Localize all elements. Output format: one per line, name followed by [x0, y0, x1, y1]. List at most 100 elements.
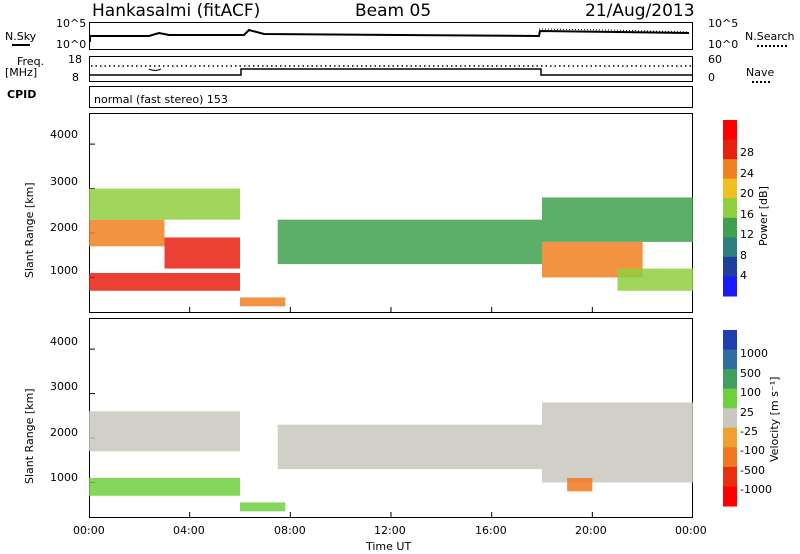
power-ytick-2000: 2000 — [50, 221, 78, 234]
nsearch-dots — [757, 45, 787, 47]
power-band — [240, 297, 286, 307]
freq-left-tick-top: 18 — [68, 53, 82, 66]
velocity-cb-swatch — [723, 466, 737, 487]
date-title: 21/Aug/2013 — [585, 1, 695, 21]
velocity-band — [89, 411, 240, 452]
vel-ytick-2000: 2000 — [50, 426, 78, 439]
power-cb-swatch — [723, 217, 737, 238]
velocity-cb-swatch — [723, 369, 737, 390]
nsky-label: N.Sky — [5, 30, 37, 43]
freq-line — [90, 68, 692, 76]
velocity-colorbar-label: Velocity [m s⁻¹] — [768, 376, 781, 462]
vel-ytick-3000: 3000 — [50, 380, 78, 393]
xtick-1200: 12:00 — [374, 524, 406, 537]
power-cb-tick-20: 20 — [740, 187, 754, 200]
power-ytick-3000: 3000 — [50, 175, 78, 188]
velocity-cb-swatch — [723, 427, 737, 448]
xtick-0000: 00:00 — [73, 524, 105, 537]
xtick-0400: 04:00 — [173, 524, 205, 537]
freq-unit-label: [MHz] — [5, 66, 38, 79]
velocity-band — [277, 424, 542, 470]
velocity-cb-swatch — [723, 349, 737, 370]
power-ylabel: Slant Range [km] — [23, 182, 36, 278]
freq-strip — [89, 56, 693, 82]
power-cb-swatch — [723, 139, 737, 160]
noise-left-tick-bottom: 10^0 — [56, 38, 87, 51]
velocity-ylabel: Slant Range [km] — [23, 388, 36, 484]
vel-cb-tick-25: 25 — [740, 406, 754, 419]
nsearch-line — [538, 28, 690, 33]
power-cb-swatch — [723, 237, 737, 258]
xtick-2000: 20:00 — [575, 524, 607, 537]
noise-left-tick-top: 10^5 — [56, 17, 87, 30]
power-cb-swatch — [723, 120, 737, 141]
xtick-0800: 08:00 — [274, 524, 306, 537]
freq-label: Freq. — [17, 55, 45, 68]
power-cb-tick-8: 8 — [740, 249, 747, 262]
power-cb-tick-24: 24 — [740, 167, 754, 180]
velocity-band — [240, 502, 286, 512]
vel-cb-tick-m500: -500 — [740, 464, 765, 477]
vel-cb-tick-m1000: -1000 — [740, 483, 772, 496]
vel-cb-tick-100: 100 — [740, 386, 761, 399]
vel-cb-tick-m100: -100 — [740, 444, 765, 457]
noise-right-tick-top: 10^5 — [708, 17, 739, 30]
power-cb-swatch — [723, 276, 737, 297]
cpid-text: normal (fast stereo) 153 — [94, 93, 228, 106]
freq-dip — [148, 68, 162, 71]
vel-ytick-4000: 4000 — [50, 335, 78, 348]
freq-right-tick-top: 60 — [708, 53, 722, 66]
power-cb-tick-28: 28 — [740, 146, 754, 159]
power-cb-swatch — [723, 256, 737, 277]
freq-strip-plot — [90, 65, 692, 76]
power-heatmap — [89, 143, 693, 313]
power-colorbar-label: Power [dB] — [757, 186, 770, 246]
power-cb-tick-12: 12 — [740, 228, 754, 241]
velocity-band — [567, 478, 593, 492]
power-band — [617, 268, 693, 291]
power-cb-swatch — [723, 159, 737, 180]
noise-strip-plot — [89, 28, 690, 42]
freq-right-tick-bottom: 0 — [708, 71, 715, 84]
power-cb-tick-16: 16 — [740, 208, 754, 221]
nave-label: Nave — [746, 66, 775, 79]
velocity-cb-swatch — [723, 388, 737, 409]
power-cb-tick-4: 4 — [740, 269, 747, 282]
xtick-1600: 16:00 — [475, 524, 507, 537]
vel-ytick-1000: 1000 — [50, 471, 78, 484]
power-cb-swatch — [723, 178, 737, 199]
velocity-colorbar — [723, 330, 737, 507]
power-band — [89, 219, 165, 247]
velocity-cb-swatch — [723, 330, 737, 351]
nave-dots — [752, 81, 770, 83]
power-ytick-4000: 4000 — [50, 128, 78, 141]
x-axis-label: Time UT — [366, 540, 412, 553]
beam-title: Beam 05 — [355, 1, 432, 21]
cpid-label: CPID — [7, 88, 37, 101]
power-band — [89, 273, 240, 291]
power-cb-swatch — [723, 198, 737, 219]
power-band — [164, 237, 240, 269]
velocity-heatmap — [89, 348, 693, 518]
xtick-2400: 00:00 — [675, 524, 707, 537]
vel-cb-tick-1000: 1000 — [740, 347, 768, 360]
cpid-strip — [89, 86, 693, 108]
station-title: Hankasalmi (fitACF) — [92, 1, 261, 21]
power-band — [277, 219, 542, 265]
power-band — [89, 188, 240, 220]
power-ytick-1000: 1000 — [50, 264, 78, 277]
freq-left-tick-bottom: 8 — [72, 71, 79, 84]
power-colorbar — [723, 120, 737, 297]
nsearch-label: N.Search — [745, 30, 795, 43]
power-band — [542, 197, 693, 242]
velocity-band — [542, 402, 693, 483]
noise-right-tick-bottom: 10^0 — [708, 38, 739, 51]
velocity-cb-swatch — [723, 408, 737, 429]
velocity-cb-swatch — [723, 486, 737, 507]
nsky-line — [89, 28, 690, 42]
nsky-underline — [12, 44, 30, 46]
vel-cb-tick-m25: -25 — [740, 425, 758, 438]
velocity-band — [89, 478, 240, 496]
velocity-cb-swatch — [723, 447, 737, 468]
vel-cb-tick-500: 500 — [740, 367, 761, 380]
